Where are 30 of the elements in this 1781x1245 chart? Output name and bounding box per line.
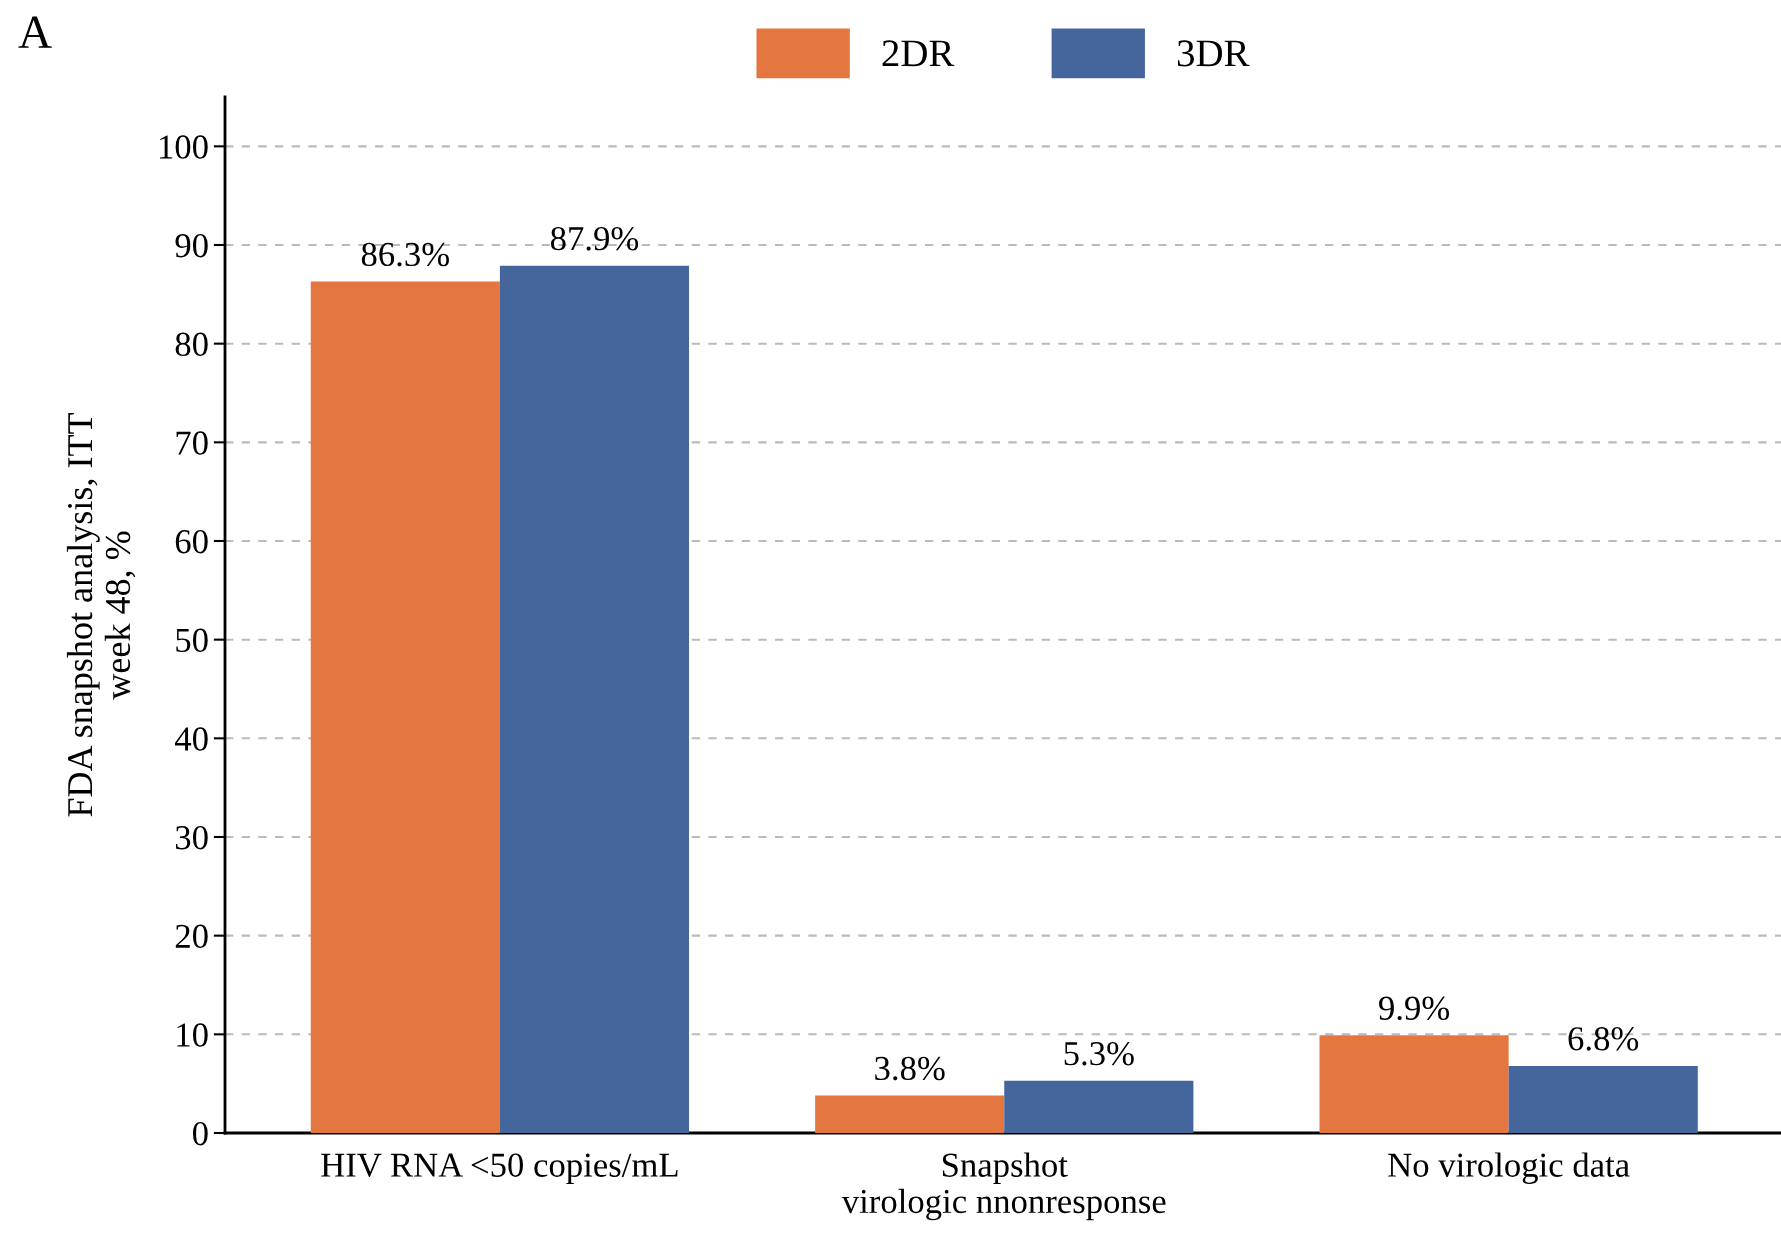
legend-label: 3DR [1177,40,1250,67]
bar [499,265,690,1133]
y-tick-label: 60 [175,529,208,554]
x-tick-label: HIV RNA <50 copies/mL [321,1153,678,1184]
bar [1319,1035,1509,1133]
y-tick-label: 30 [175,825,208,850]
data-label: 9.9% [1379,996,1450,1021]
data-label: 6.8% [1568,1027,1639,1051]
legend-label: 2DR [882,40,955,67]
data-label: 5.3% [1064,1041,1134,1066]
y-tick-label: 20 [175,924,208,949]
data-label: 3.8% [875,1056,945,1081]
y-tick-label: 100 [160,135,208,159]
y-tick-label: 10 [177,1023,208,1047]
text: A [18,16,52,48]
x-tick-label: No virologic data [1388,1152,1630,1185]
y-tick-label: 50 [176,628,208,653]
y-tick-label: 70 [176,431,208,455]
data-label: 87.9% [550,226,639,251]
y-tick-label: 40 [174,727,208,751]
bar [1508,1065,1698,1133]
y-tick-label: 90 [175,233,208,258]
bar [310,281,500,1133]
y-axis-title: FDA snapshot analysis, ITT week 48, % [66,412,136,817]
bar [815,1095,1005,1133]
y-tick-label: 0 [192,1121,208,1146]
y-tick-label: 80 [175,332,208,357]
bar [1004,1080,1194,1133]
x-tick-label: Snapshot virologic nnonresponse [841,1152,1166,1221]
data-label: 86.3% [361,242,449,267]
